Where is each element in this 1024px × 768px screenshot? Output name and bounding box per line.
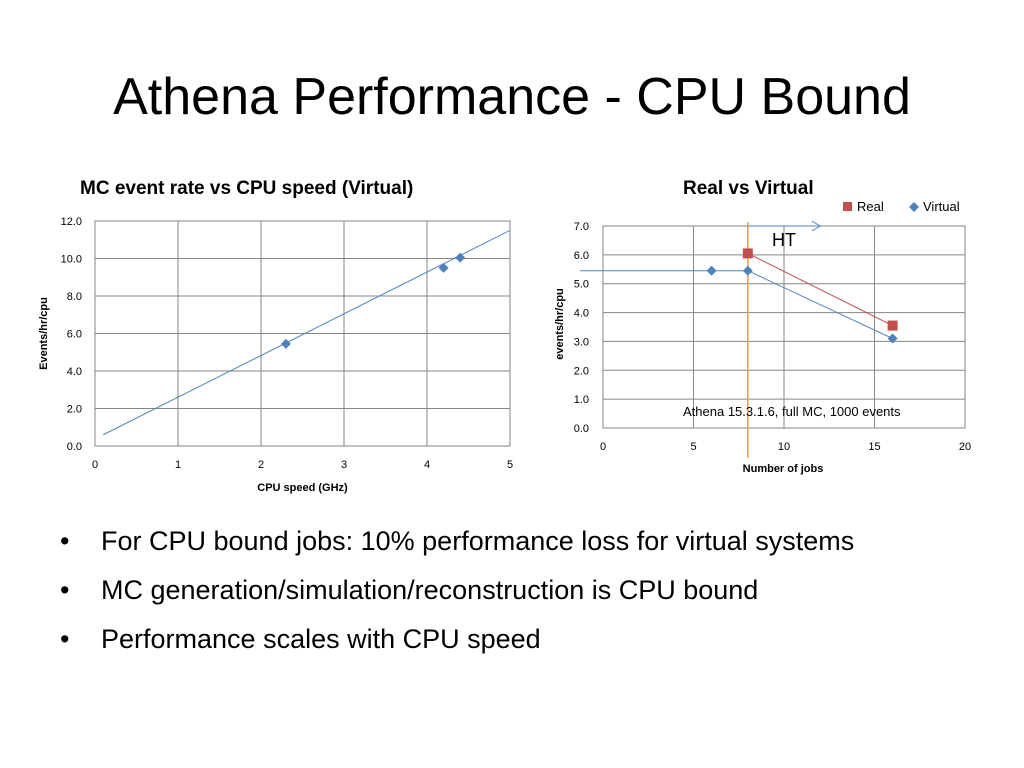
chart1-y-tick-label: 12.0 xyxy=(61,216,82,228)
chart2-y-tick-label: 1.0 xyxy=(574,394,589,406)
chart2-x-tick-label: 10 xyxy=(778,441,790,453)
chart2-ht-arrow-head-icon xyxy=(811,220,821,232)
bullet-list: • For CPU bound jobs: 10% performance los… xyxy=(60,517,854,664)
chart2-y-tick-label: 0.0 xyxy=(574,423,589,435)
chart1-x-tick-label: 4 xyxy=(424,459,430,471)
chart1-y-tick-label: 8.0 xyxy=(67,291,82,303)
chart1-y-tick-label: 4.0 xyxy=(67,366,82,378)
chart1-data-point xyxy=(280,338,291,349)
bullet-dot-icon: • xyxy=(60,526,70,556)
chart2-y-tick-label: 7.0 xyxy=(574,221,589,233)
chart2-ht-label: HT xyxy=(772,230,796,250)
chart2-x-tick-label: 5 xyxy=(690,441,696,453)
chart2-title: Real vs Virtual xyxy=(683,178,814,199)
chart1-x-tick-label: 2 xyxy=(258,459,264,471)
bullet-dot-icon: • xyxy=(60,624,70,654)
chart2-annotation: Athena 15.3.1.6, full MC, 1000 events xyxy=(683,404,901,419)
chart1-data-point xyxy=(438,262,449,273)
chart1-title: MC event rate vs CPU speed (Virtual) xyxy=(80,178,414,199)
bullet-dot-icon: • xyxy=(60,575,70,605)
chart2-real-data-point xyxy=(742,248,753,259)
chart1-x-tick-label: 1 xyxy=(175,459,181,471)
bullet-item: • For CPU bound jobs: 10% performance los… xyxy=(60,517,854,566)
chart1-x-tick-label: 3 xyxy=(341,459,347,471)
chart1-y-tick-label: 0.0 xyxy=(67,441,82,453)
slide-title: Athena Performance - CPU Bound xyxy=(113,68,911,126)
chart1-x-tick-label: 0 xyxy=(92,459,98,471)
chart2-x-tick-label: 20 xyxy=(959,441,971,453)
chart1-data-point xyxy=(455,252,466,263)
legend-real-swatch-icon xyxy=(843,202,852,211)
chart2-real-data-point xyxy=(887,320,898,331)
chart2-virtual-data-point xyxy=(742,265,753,276)
chart2-x-tick-label: 0 xyxy=(600,441,606,453)
chart1-y-tick-label: 6.0 xyxy=(67,329,82,341)
chart2-y-tick-label: 2.0 xyxy=(574,365,589,377)
chart2-real-series-line xyxy=(747,252,893,327)
chart2-x-axis-label: Number of jobs xyxy=(743,463,824,475)
chart1-x-tick-label: 5 xyxy=(507,459,513,471)
chart1-y-axis-label: Events/hr/cpu xyxy=(38,297,50,370)
chart1-y-tick-label: 2.0 xyxy=(67,404,82,416)
chart1-x-axis-label: CPU speed (GHz) xyxy=(257,482,348,494)
bullet-item: • Performance scales with CPU speed xyxy=(60,615,854,664)
chart2-virtual-data-point xyxy=(887,333,898,344)
chart2-virtual-data-point xyxy=(706,265,717,276)
legend-virtual-swatch-icon xyxy=(909,202,919,212)
chart1-plot-area xyxy=(94,220,511,447)
legend-real-label: Real xyxy=(857,199,884,214)
chart2-y-axis-label: events/hr/cpu xyxy=(554,288,566,360)
chart2-y-tick-label: 5.0 xyxy=(574,279,589,291)
chart2-y-tick-label: 4.0 xyxy=(574,308,589,320)
chart1-y-tick-label: 10.0 xyxy=(61,254,82,266)
chart2-y-tick-label: 6.0 xyxy=(574,250,589,262)
chart2-y-tick-label: 3.0 xyxy=(574,336,589,348)
bullet-item: • MC generation/simulation/reconstruction… xyxy=(60,566,854,615)
chart2-x-tick-label: 15 xyxy=(868,441,880,453)
legend-virtual-label: Virtual xyxy=(923,199,960,214)
